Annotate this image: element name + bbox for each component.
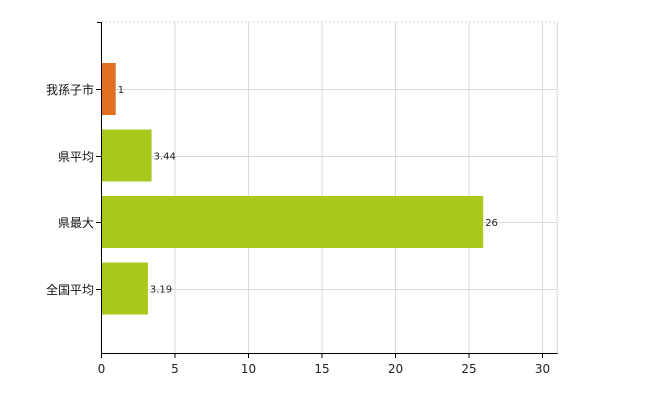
bar — [101, 196, 484, 248]
data-label: 26 — [485, 218, 498, 229]
x-tick-label: 25 — [461, 362, 476, 376]
data-label: 1 — [118, 85, 124, 96]
data-label: 3.19 — [150, 285, 172, 296]
x-tick-label: 0 — [98, 362, 106, 376]
y-tick-label: 県平均 — [58, 150, 94, 164]
data-label: 3.44 — [154, 152, 176, 163]
y-tick-label: 県最大 — [58, 216, 94, 230]
bar — [101, 63, 116, 115]
bar — [101, 129, 152, 182]
y-tick-label: 我孫子市 — [46, 82, 94, 97]
x-tick-label: 30 — [535, 362, 550, 376]
bars-layer — [101, 63, 484, 315]
labels-layer: 1 3.44 26 3.19 — [118, 85, 498, 296]
x-tick-label: 5 — [171, 362, 179, 376]
grid-layer — [101, 21, 558, 353]
bar — [101, 262, 148, 315]
x-tick-label: 15 — [314, 362, 329, 376]
x-tick-label: 20 — [388, 362, 403, 376]
x-tick-label: 10 — [241, 362, 256, 376]
y-tick-label: 全国平均 — [46, 282, 94, 297]
